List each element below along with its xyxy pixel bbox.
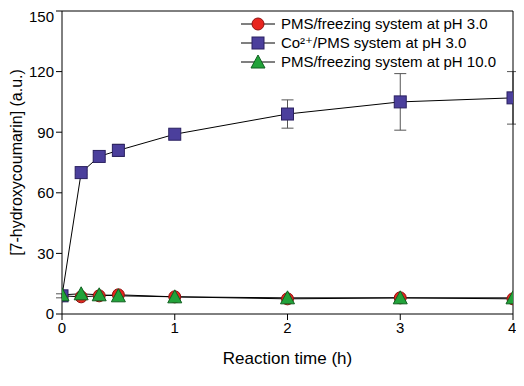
svg-text:120: 120 (29, 63, 54, 80)
svg-text:1: 1 (171, 319, 179, 336)
html-text:Co²⁺/PMS system at pH 3.0: Co²⁺/PMS system at pH 3.0 (280, 33, 467, 51)
svg-text:2: 2 (283, 319, 291, 336)
svg-text:0: 0 (58, 319, 66, 336)
svg-text:4: 4 (508, 319, 516, 336)
html-text:PMS/freezing system at pH 10.0: PMS/freezing system at pH 10.0 (280, 53, 496, 70)
svg-text:[7-hydroxycoumarin] (a.u.): [7-hydroxycoumarin] (a.u.) (8, 69, 25, 256)
svg-text:Reaction time (h): Reaction time (h) (223, 349, 352, 368)
svg-text:0: 0 (46, 305, 54, 322)
svg-text:150: 150 (29, 8, 54, 25)
svg-text:30: 30 (37, 245, 54, 262)
svg-text:90: 90 (37, 124, 54, 141)
svg-text:3: 3 (396, 319, 404, 336)
svg-text:60: 60 (37, 184, 54, 201)
html-text:PMS/freezing system at pH 3.0: PMS/freezing system at pH 3.0 (280, 15, 488, 32)
